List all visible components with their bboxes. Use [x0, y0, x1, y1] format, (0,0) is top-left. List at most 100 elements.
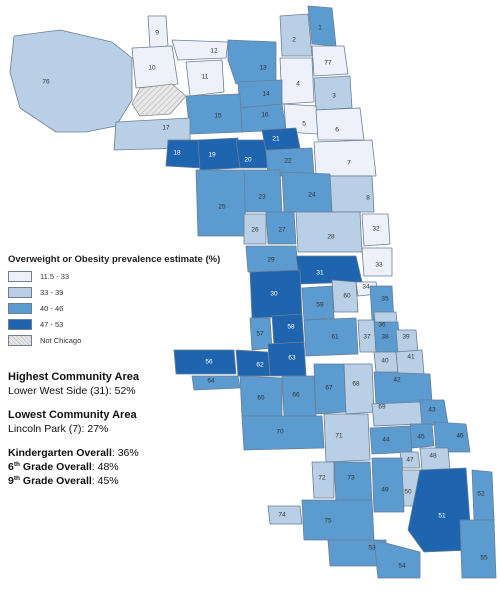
community-area-10 [131, 45, 179, 89]
community-area-label-52: 52 [477, 491, 485, 498]
community-area-label-35: 35 [381, 296, 389, 303]
community-area-23 [241, 169, 283, 213]
legend-item: 11.5 - 33 [8, 269, 258, 283]
community-area-label-43: 43 [428, 407, 436, 414]
community-area-77 [311, 45, 349, 77]
community-area-64 [191, 375, 241, 391]
community-area-label-33: 33 [375, 262, 383, 269]
community-area-label-41: 41 [407, 354, 415, 361]
community-area-74 [267, 505, 303, 525]
community-area-12 [171, 39, 229, 61]
community-area-label-71: 71 [335, 433, 343, 440]
community-area-label-50: 50 [404, 489, 412, 496]
grade9-suffix: th [13, 475, 20, 482]
community-area-label-9: 9 [155, 30, 159, 37]
community-area-label-21: 21 [272, 136, 280, 143]
community-area-28 [295, 211, 363, 253]
community-area-label-3: 3 [332, 93, 336, 100]
community-area-2 [279, 13, 313, 57]
legend-swatch [8, 302, 32, 314]
community-area-label-48: 48 [429, 453, 437, 460]
community-area-label-42: 42 [393, 377, 401, 384]
community-area-55 [459, 519, 497, 579]
community-area-46 [433, 421, 471, 453]
community-area-label-74: 74 [278, 512, 286, 519]
kindergarten-label: Kindergarten Overall [8, 447, 112, 459]
grade9-number: 9 [8, 475, 14, 487]
community-areas [9, 5, 497, 579]
community-area-42 [373, 371, 433, 405]
community-area-label-20: 20 [244, 157, 252, 164]
community-area-label-18: 18 [173, 150, 181, 157]
community-area-59 [301, 285, 335, 321]
community-area-label-28: 28 [327, 234, 335, 241]
community-area-label-70: 70 [276, 429, 284, 436]
community-area-label-6: 6 [335, 127, 339, 134]
legend-label: 33 - 39 [40, 287, 64, 297]
legend-label: Not Chicago [40, 335, 82, 345]
grade6-label: Grade Overall [19, 461, 92, 473]
kindergarten-value: : 36% [111, 447, 139, 459]
not-chicago-area [131, 83, 187, 117]
community-area-label-11: 11 [202, 74, 209, 81]
community-area-label-34: 34 [362, 284, 370, 291]
community-area-label-27: 27 [278, 227, 286, 234]
community-area-label-8: 8 [366, 195, 370, 202]
community-area-label-59: 59 [316, 302, 324, 309]
community-area-27 [265, 211, 297, 245]
community-area-label-69: 69 [378, 404, 386, 411]
community-area-label-47: 47 [406, 457, 414, 464]
lowest-heading: Lowest Community Area [8, 409, 137, 421]
community-area-32 [361, 213, 391, 247]
community-area-label-61: 61 [331, 334, 339, 341]
community-area-label-24: 24 [308, 192, 316, 199]
lowest-value: Lincoln Park (7): 27% [8, 423, 109, 435]
community-area-62 [235, 349, 271, 377]
legend-swatch [8, 318, 32, 330]
grade6-overall: 6th Grade Overall: 48% [8, 460, 238, 474]
community-area-18 [165, 139, 201, 169]
community-area-label-55: 55 [480, 555, 488, 562]
legend-swatch [8, 286, 32, 298]
community-area-45 [409, 423, 435, 449]
community-area-label-44: 44 [382, 437, 390, 444]
community-area-73 [333, 461, 373, 503]
grade9-overall: 9th Grade Overall: 45% [8, 474, 238, 488]
community-area-68 [343, 363, 375, 415]
community-area-label-64: 64 [207, 378, 215, 385]
community-area-21 [261, 127, 301, 153]
community-area-label-17: 17 [162, 125, 170, 132]
community-area-63 [267, 341, 307, 377]
legend-item: 47 - 53 [8, 317, 258, 331]
community-area-label-37: 37 [363, 334, 371, 341]
community-area-label-23: 23 [258, 194, 266, 201]
grade9-value: : 45% [91, 475, 119, 487]
community-area-label-5: 5 [302, 121, 306, 128]
legend-item: 40 - 46 [8, 301, 258, 315]
community-area-72 [311, 461, 335, 499]
community-area-label-25: 25 [218, 204, 226, 211]
community-area-label-38: 38 [381, 334, 389, 341]
community-area-label-68: 68 [352, 381, 360, 388]
community-area-label-19: 19 [208, 152, 216, 159]
community-area-71 [323, 413, 371, 463]
community-area-56 [173, 349, 237, 375]
community-area-label-77: 77 [324, 60, 332, 67]
community-area-label-58: 58 [287, 324, 295, 331]
highest-heading: Highest Community Area [8, 371, 140, 383]
community-area-49 [371, 457, 405, 513]
community-area-31 [295, 255, 363, 285]
community-area-label-39: 39 [402, 334, 410, 341]
community-area-label-32: 32 [372, 226, 380, 233]
community-area-label-31: 31 [316, 270, 324, 277]
legend-item: Not Chicago [8, 333, 258, 347]
map-legend: Overweight or Obesity prevalence estimat… [8, 254, 258, 349]
community-area-label-57: 57 [256, 331, 264, 338]
community-area-label-14: 14 [262, 91, 270, 98]
community-area-70 [241, 415, 325, 451]
community-area-11 [185, 59, 225, 97]
community-area-75 [301, 499, 375, 541]
community-area-label-4: 4 [296, 81, 300, 88]
